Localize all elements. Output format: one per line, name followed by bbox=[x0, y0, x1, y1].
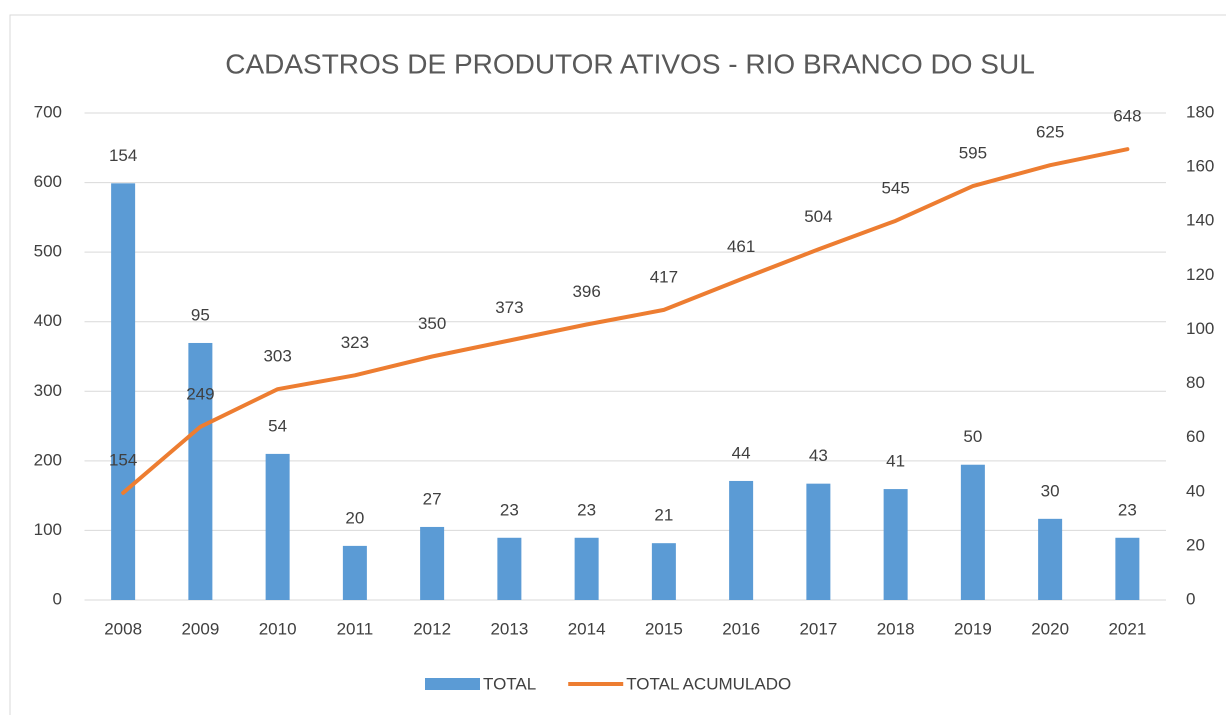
bar bbox=[806, 483, 831, 600]
line-label: 504 bbox=[804, 207, 832, 226]
x-tick-label: 2021 bbox=[1108, 619, 1146, 638]
line-label: 396 bbox=[572, 282, 600, 301]
bar-label: 27 bbox=[423, 489, 442, 508]
line-label: 249 bbox=[186, 384, 214, 403]
bar-label: 54 bbox=[268, 416, 287, 435]
x-tick-label: 2018 bbox=[877, 619, 915, 638]
bar bbox=[420, 526, 445, 600]
bar-label: 95 bbox=[191, 305, 210, 324]
y2-tick-label: 0 bbox=[1186, 589, 1195, 608]
line bbox=[121, 147, 1130, 495]
bar-label: 154 bbox=[109, 146, 137, 165]
x-tick-label: 2010 bbox=[259, 619, 297, 638]
bar-label: 50 bbox=[963, 427, 982, 446]
bar-label: 30 bbox=[1041, 481, 1060, 500]
bar-label: 23 bbox=[500, 500, 519, 519]
bar-label: 20 bbox=[345, 508, 364, 527]
y-tick-label: 100 bbox=[34, 520, 62, 539]
y2-tick-label: 180 bbox=[1186, 102, 1214, 121]
line-label: 545 bbox=[881, 178, 909, 197]
line-label: 303 bbox=[263, 347, 291, 366]
x-tick-label: 2019 bbox=[954, 619, 992, 638]
y2-tick-label: 40 bbox=[1186, 481, 1205, 500]
chart-title: CADASTROS DE PRODUTOR ATIVOS - RIO BRANC… bbox=[225, 48, 1035, 79]
bar bbox=[1038, 518, 1063, 600]
bar-label: 44 bbox=[732, 443, 751, 462]
bar bbox=[960, 464, 985, 600]
y-tick-label: 300 bbox=[34, 381, 62, 400]
bar-label: 41 bbox=[886, 452, 905, 471]
y-tick-label: 500 bbox=[34, 242, 62, 261]
bar-label: 23 bbox=[1118, 500, 1137, 519]
bar-label: 21 bbox=[654, 506, 673, 525]
y-tick-label: 600 bbox=[34, 172, 62, 191]
bar bbox=[265, 453, 290, 600]
x-tick-label: 2008 bbox=[104, 619, 142, 638]
bar bbox=[111, 183, 136, 600]
bar bbox=[497, 537, 522, 600]
line-label: 417 bbox=[650, 267, 678, 286]
bar bbox=[1115, 537, 1140, 600]
legend-label: TOTAL bbox=[483, 674, 536, 693]
y-tick-label: 0 bbox=[53, 589, 62, 608]
y2-tick-label: 100 bbox=[1186, 319, 1214, 338]
x-tick-label: 2017 bbox=[799, 619, 837, 638]
x-tick-label: 2020 bbox=[1031, 619, 1069, 638]
x-tick-label: 2013 bbox=[490, 619, 528, 638]
line-label: 154 bbox=[109, 450, 137, 469]
chart-frame bbox=[9, 14, 1226, 720]
bar bbox=[729, 480, 754, 600]
bar bbox=[342, 545, 367, 600]
bar bbox=[651, 543, 676, 600]
legend-label: TOTAL ACUMULADO bbox=[626, 674, 791, 693]
y-tick-label: 700 bbox=[34, 102, 62, 121]
line-label: 350 bbox=[418, 314, 446, 333]
y-tick-label: 200 bbox=[34, 450, 62, 469]
x-tick-label: 2015 bbox=[645, 619, 683, 638]
line-label: 323 bbox=[341, 333, 369, 352]
y2-tick-label: 120 bbox=[1186, 265, 1214, 284]
x-tick-label: 2009 bbox=[181, 619, 219, 638]
bar bbox=[574, 537, 599, 600]
line-label: 461 bbox=[727, 237, 755, 256]
y2-tick-label: 160 bbox=[1186, 157, 1214, 176]
x-tick-label: 2012 bbox=[413, 619, 451, 638]
line-label: 648 bbox=[1113, 107, 1141, 126]
legend-swatch bbox=[425, 678, 480, 690]
line-label: 595 bbox=[959, 144, 987, 163]
bar bbox=[883, 489, 908, 600]
bar-label: 23 bbox=[577, 500, 596, 519]
line-label: 373 bbox=[495, 298, 523, 317]
y2-tick-label: 60 bbox=[1186, 427, 1205, 446]
line-label: 625 bbox=[1036, 123, 1064, 142]
bar bbox=[188, 342, 213, 600]
y-tick-label: 400 bbox=[34, 311, 62, 330]
y2-tick-label: 140 bbox=[1186, 211, 1214, 230]
x-tick-label: 2014 bbox=[568, 619, 606, 638]
x-tick-label: 2016 bbox=[722, 619, 760, 638]
y2-tick-label: 20 bbox=[1186, 535, 1205, 554]
bar-label: 43 bbox=[809, 446, 828, 465]
x-tick-label: 2011 bbox=[337, 619, 374, 638]
y2-tick-label: 80 bbox=[1186, 373, 1205, 392]
